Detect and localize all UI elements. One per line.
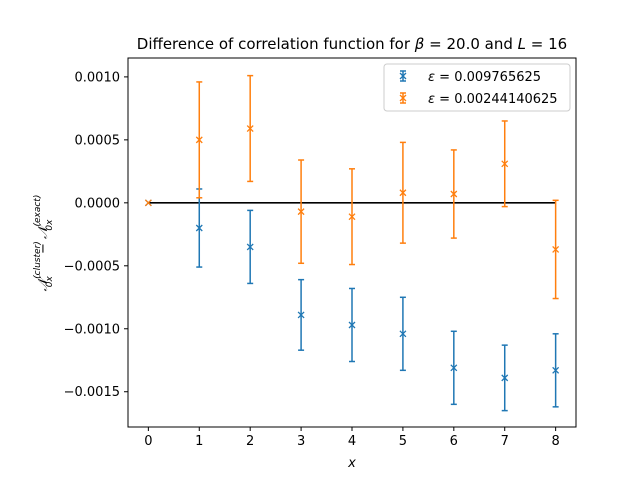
x-tick-label: 7 bbox=[501, 434, 509, 449]
legend-label-value: = 0.009765625 bbox=[435, 70, 541, 85]
data-point-marker bbox=[195, 224, 203, 232]
data-point-marker bbox=[297, 311, 305, 319]
x-tick-label: 8 bbox=[551, 434, 559, 449]
data-point-marker bbox=[246, 243, 254, 251]
legend-label: ε = 0.00244140625 bbox=[428, 92, 558, 107]
data-point-marker bbox=[348, 213, 356, 221]
legend-label-symbol: ε bbox=[428, 70, 435, 85]
data-point-marker bbox=[399, 330, 407, 338]
x-tick-label: 5 bbox=[399, 434, 407, 449]
data-point-marker bbox=[348, 321, 356, 329]
data-point-marker bbox=[450, 190, 458, 198]
data-point-marker bbox=[399, 189, 407, 197]
data-point-marker bbox=[552, 245, 560, 253]
legend-entry-1: ε = 0.009765625 bbox=[399, 70, 541, 85]
y-tick-label: −0.0005 bbox=[64, 259, 120, 274]
data-point-marker bbox=[501, 374, 509, 382]
legend-label: ε = 0.009765625 bbox=[428, 70, 541, 85]
series-1 bbox=[144, 188, 560, 412]
data-point-marker bbox=[297, 208, 305, 216]
legend-marker bbox=[399, 94, 407, 102]
y-tick-label: 0.0010 bbox=[75, 70, 121, 85]
legend-entry-2: ε = 0.00244140625 bbox=[399, 92, 558, 107]
data-point-marker bbox=[144, 199, 152, 207]
x-tick-label: 4 bbox=[348, 434, 356, 449]
data-point-marker bbox=[450, 364, 458, 372]
y-tick-label: 0.0005 bbox=[75, 133, 121, 148]
y-tick-label: −0.0015 bbox=[64, 385, 120, 400]
legend-marker bbox=[399, 72, 407, 80]
data-point-marker bbox=[552, 366, 560, 374]
chart-title: Difference of correlation function for β… bbox=[137, 35, 567, 53]
y-tick-label: 0.0000 bbox=[75, 196, 121, 211]
series-2 bbox=[144, 74, 560, 300]
y-axis-label: 𝒩(cluster)0x − 𝒩(exact) 0x bbox=[33, 195, 55, 292]
legend-label-symbol: ε bbox=[428, 92, 435, 107]
x-axis: 0 1 2 3 4 5 6 7 8 bbox=[144, 427, 560, 449]
x-tick-label: 2 bbox=[246, 434, 254, 449]
data-layer bbox=[144, 74, 560, 412]
legend-box bbox=[383, 63, 571, 112]
x-axis-label: x bbox=[347, 456, 356, 471]
data-point-marker bbox=[501, 160, 509, 168]
data-point-marker bbox=[246, 125, 254, 132]
x-tick-label: 6 bbox=[450, 434, 458, 449]
x-tick-label: 3 bbox=[297, 434, 305, 449]
legend-label-value: = 0.00244140625 bbox=[435, 92, 558, 107]
y-axis: 0.0010 0.0005 0.0000 −0.0005 −0.0010 −0.0015 bbox=[64, 70, 128, 400]
y-tick-label: −0.0010 bbox=[64, 322, 120, 337]
x-tick-label: 0 bbox=[144, 434, 152, 449]
data-point-marker bbox=[195, 136, 203, 144]
x-tick-label: 1 bbox=[195, 434, 203, 449]
